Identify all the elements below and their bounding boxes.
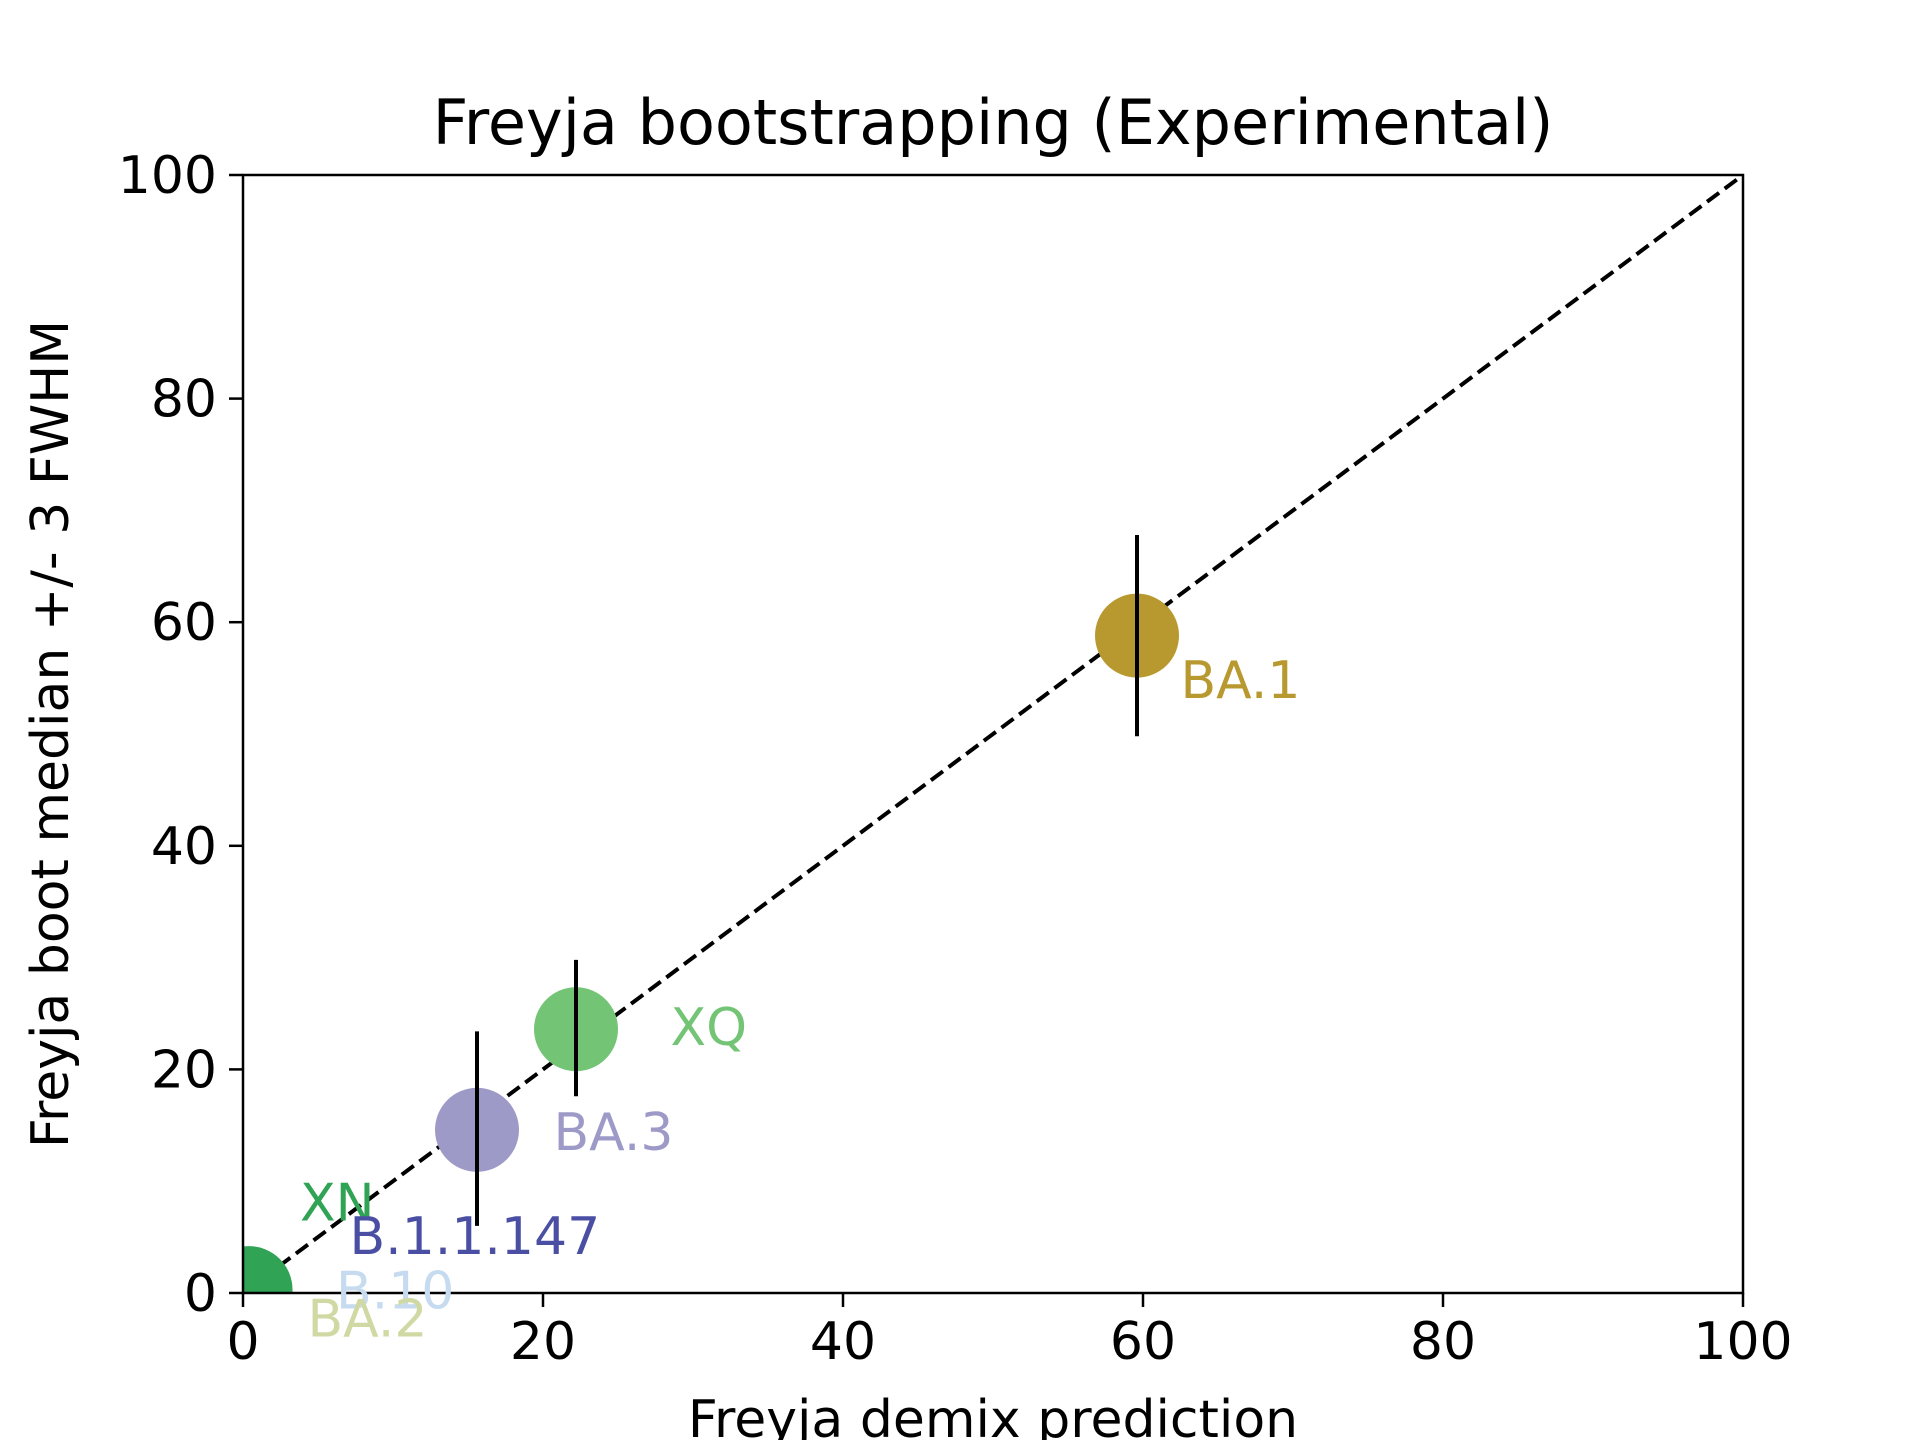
x-tick-label: 40 <box>810 1312 876 1372</box>
plot-frame <box>241 173 1745 1295</box>
x-tick-label: 100 <box>1693 1312 1792 1372</box>
y-tick-label: 60 <box>151 593 217 653</box>
point-label: B.10 <box>336 1262 454 1322</box>
point-label: BA.3 <box>554 1103 674 1163</box>
x-axis-label: Freyja demix prediction <box>688 1390 1298 1440</box>
x-tick-label: 80 <box>1410 1312 1476 1372</box>
y-axis-label: Freyja boot median +/- 3 FWHM <box>21 320 81 1148</box>
y-tick-label: 80 <box>151 370 217 430</box>
point-label: XN <box>300 1173 375 1233</box>
y-tick-label: 40 <box>151 817 217 877</box>
x-tick-label: 20 <box>510 1312 576 1372</box>
y-tick-label: 0 <box>184 1264 217 1324</box>
x-tick-label: 0 <box>226 1312 259 1372</box>
point-label: B.1.1.147 <box>350 1207 601 1267</box>
point-label: XQ <box>671 998 748 1058</box>
data-point-marker <box>243 1246 293 1293</box>
point-label: BA.1 <box>1181 651 1301 711</box>
x-tick-label: 60 <box>1110 1312 1176 1372</box>
point-label: BA.2 <box>308 1290 428 1350</box>
y-tick-label: 100 <box>118 146 217 206</box>
chart-title: Freyja bootstrapping (Experimental) <box>433 86 1554 159</box>
y-tick-label: 20 <box>151 1040 217 1100</box>
